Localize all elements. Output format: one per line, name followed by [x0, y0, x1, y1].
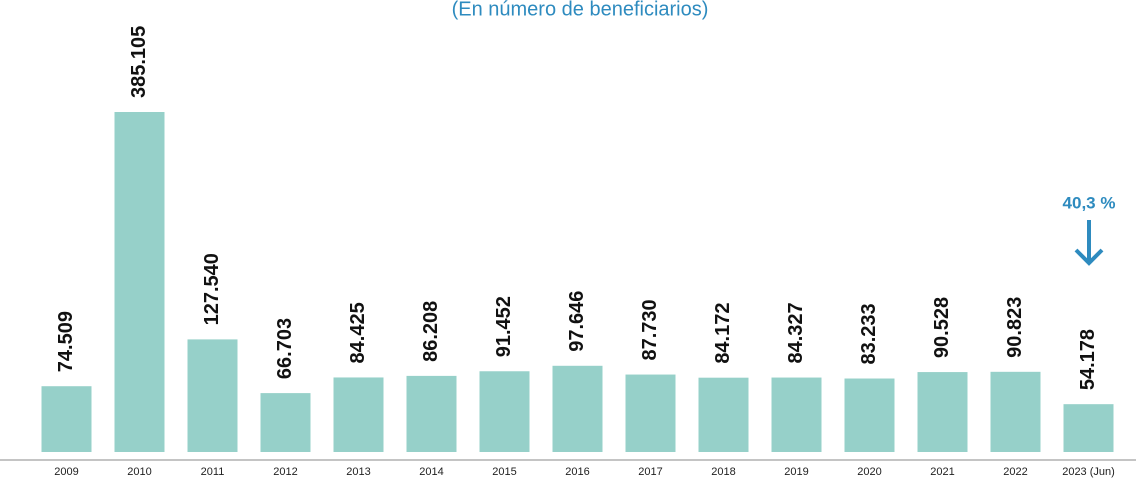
x-tick-label: 2017 [638, 466, 662, 478]
x-tick-label: 2012 [273, 466, 297, 478]
bar [114, 112, 165, 452]
arrow [1074, 220, 1104, 266]
bar [917, 372, 968, 452]
bar [698, 377, 749, 452]
bar [1063, 404, 1114, 452]
value-label: 385.105 [128, 26, 150, 98]
bar [990, 371, 1041, 452]
x-tick-label: 2016 [565, 466, 589, 478]
x-tick-label: 2015 [492, 466, 516, 478]
bar [187, 339, 238, 452]
value-label: 90.528 [931, 297, 953, 358]
x-tick-label: 2019 [784, 466, 808, 478]
x-tick-label: 2023 (Jun) [1062, 466, 1115, 478]
x-tick-label: 2014 [419, 466, 443, 478]
bar [333, 377, 384, 452]
value-label: 84.425 [347, 302, 369, 363]
value-label: 54.178 [1077, 329, 1099, 390]
value-label: 91.452 [493, 296, 515, 357]
value-label: 74.509 [55, 311, 77, 372]
bar [625, 374, 676, 452]
value-label: 83.233 [858, 303, 880, 364]
x-tick-label: 2020 [857, 466, 881, 478]
x-tick-label: 2011 [201, 466, 225, 478]
bar [552, 365, 603, 452]
x-tick-label: 2022 [1003, 466, 1027, 478]
value-label: 87.730 [639, 299, 661, 360]
annotation: 40,3 % [1063, 193, 1116, 212]
value-label: 84.172 [712, 303, 734, 364]
value-label: 97.646 [566, 291, 588, 352]
x-tick-label: 2013 [346, 466, 370, 478]
bar [406, 375, 457, 452]
value-label: 127.540 [201, 253, 223, 325]
x-tick-label: 2021 [930, 466, 954, 478]
x-tick-label: 2018 [711, 466, 735, 478]
bar [479, 371, 530, 452]
bar [844, 378, 895, 452]
value-label: 90.823 [1004, 297, 1026, 358]
bar [260, 393, 311, 452]
x-tick-label: 2009 [54, 466, 78, 478]
bar [771, 377, 822, 452]
value-label: 84.327 [785, 302, 807, 363]
value-label: 66.703 [274, 318, 296, 379]
x-tick-label: 2010 [127, 466, 151, 478]
chart-subtitle: (En número de beneficiarios) [452, 0, 709, 20]
value-label: 86.208 [420, 301, 442, 362]
bar [41, 386, 92, 452]
